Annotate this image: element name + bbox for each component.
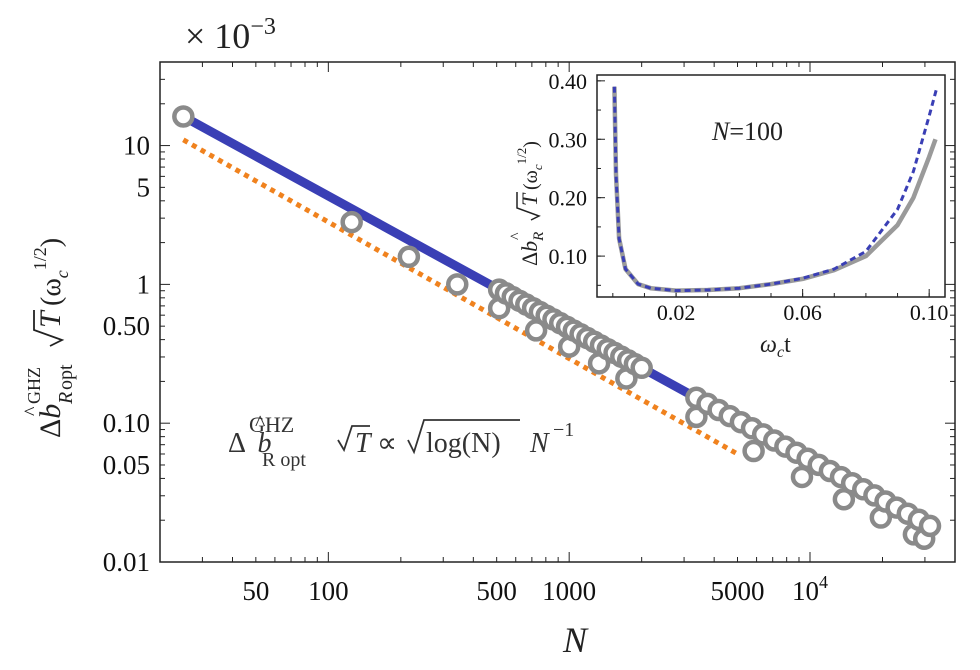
y-tick-label: 0.05 (103, 450, 150, 480)
main-minor-ticks (159, 61, 956, 563)
inset-frame (596, 74, 946, 298)
inset-annotation: N=100 (711, 117, 783, 146)
y-tick-label: 0.10 (103, 408, 150, 438)
data-point-marker (790, 465, 814, 489)
data-point-marker (340, 210, 363, 234)
data-point-marker (172, 105, 195, 128)
y-tick-label: 1 (137, 269, 151, 299)
inset-y-axis-title: ΔbR ^ T (ωc1/2) (508, 141, 547, 266)
svg-text:−1: −1 (553, 419, 574, 441)
svg-text:GHZ: GHZ (249, 412, 294, 437)
main-series (172, 105, 942, 551)
x-tick-label: 500 (476, 576, 517, 606)
svg-text:^: ^ (21, 406, 43, 416)
svg-text:(ωc1/2): (ωc1/2) (514, 141, 545, 190)
svg-text:Δb: Δb (34, 404, 67, 438)
series-markers (172, 105, 942, 551)
svg-text:R opt: R opt (262, 449, 306, 471)
svg-text:(ωc1/2): (ωc1/2) (30, 238, 72, 306)
svg-text:opt: opt (55, 364, 77, 390)
inset-y-tick-label: 0.10 (549, 244, 588, 269)
x-axis-title: N (562, 620, 589, 660)
inset-x-tick-label: 0.02 (657, 300, 696, 325)
main-plot-frame (159, 61, 956, 563)
svg-text:^: ^ (255, 410, 266, 435)
svg-text:T: T (34, 309, 67, 328)
inset-x-tick-label: 0.10 (910, 300, 949, 325)
y-tick-label: 0.50 (103, 311, 150, 341)
inset-ticks: 0.02 0.06 0.10 0.10 0.20 0.30 0.40 (549, 69, 949, 325)
svg-text:T: T (517, 192, 542, 206)
series-line-asymptotic-scaling (182, 137, 739, 457)
y-tick-label: 10 (123, 131, 150, 161)
inset-y-tick-label: 0.40 (549, 69, 588, 94)
svg-text:∝: ∝ (377, 428, 397, 459)
main-x-ticks: 50 100 500 1000 5000 104 (242, 572, 828, 606)
inset-x-axis-title: ωct (760, 332, 791, 361)
svg-text:^: ^ (508, 232, 525, 240)
y-tick-label: 0.01 (103, 547, 150, 577)
inset-chart: 0.02 0.06 0.10 0.10 0.20 0.30 0.40 N=100 ωct Δ… (508, 69, 948, 361)
data-point-marker (446, 273, 469, 296)
data-point-marker (918, 514, 942, 538)
x-tick-label: 5000 (711, 576, 765, 606)
multiplier-label: × 10−3 (185, 14, 276, 56)
y-axis-title: Δb R opt GHZ ^ T (ωc1/2) (21, 238, 77, 438)
x-tick-label: 100 (308, 576, 349, 606)
svg-text:GHZ: GHZ (24, 367, 44, 404)
svg-text:ΔbR: ΔbR (517, 232, 547, 266)
x-tick-label: 50 (242, 576, 269, 606)
data-point-marker (742, 439, 765, 463)
svg-text:T: T (355, 428, 373, 459)
svg-text:Δ b: Δ b (228, 428, 271, 459)
inset-series-approximation (612, 86, 939, 293)
y-tick-label: 5 (137, 172, 151, 202)
svg-text:N: N (529, 428, 550, 459)
svg-text:R: R (55, 392, 77, 405)
inset-y-tick-label: 0.30 (549, 127, 588, 152)
svg-text:log(N): log(N) (426, 428, 501, 459)
inset-x-tick-label: 0.06 (783, 300, 822, 325)
main-y-ticks: 10 5 1 0.50 0.10 0.05 0.01 (103, 131, 150, 577)
data-point-marker (630, 356, 653, 380)
x-tick-label: 1000 (542, 576, 596, 606)
inset-y-tick-label: 0.20 (549, 186, 588, 211)
scaling-formula: Δ b GHZ R opt ^ T ∝ log(N) N −1 (228, 410, 574, 471)
data-point-marker (397, 245, 421, 269)
x-tick-label: 104 (792, 572, 828, 606)
